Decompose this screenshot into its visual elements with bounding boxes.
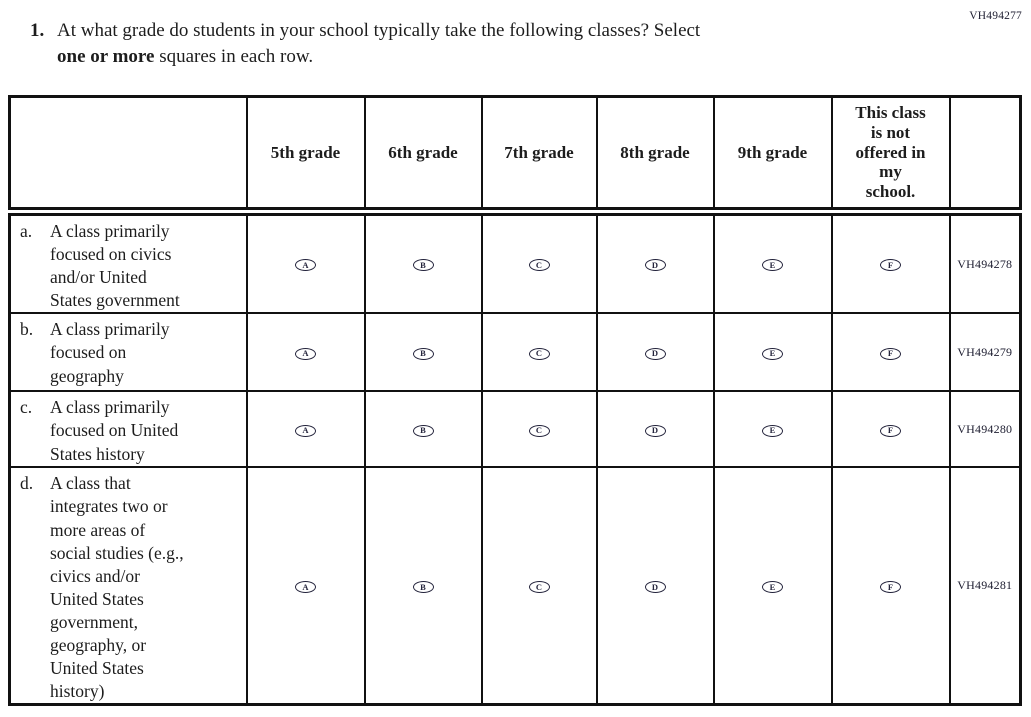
- row-label-b: b. A class primarily focused on geograph…: [8, 312, 248, 393]
- row-label-d: d. A class that integrates two or more a…: [8, 466, 248, 706]
- row-label-c: c. A class primarily focused on United S…: [8, 390, 248, 469]
- answer-bubble-b-7th[interactable]: C: [528, 347, 550, 360]
- header-blank: [8, 95, 248, 216]
- question-bold-phrase: one or more: [57, 46, 155, 68]
- answer-bubble-c-9th[interactable]: E: [762, 424, 783, 437]
- answer-bubble-c-not-offered[interactable]: F: [880, 424, 901, 437]
- answer-bubble-d-8th[interactable]: D: [644, 581, 666, 594]
- row-code-d: VH494281: [948, 466, 1022, 706]
- table-row-d: d. A class that integrates two or more a…: [8, 466, 1022, 706]
- column-header-5th-grade: 5th grade: [245, 95, 366, 216]
- answer-bubble-a-9th[interactable]: E: [762, 259, 783, 272]
- column-header-not-offered: This class is not offered in my school.: [830, 95, 951, 216]
- question-1: 1. At what grade do students in your sch…: [30, 18, 700, 70]
- answer-bubble-b-9th[interactable]: E: [762, 347, 783, 360]
- answer-bubble-c-7th[interactable]: C: [528, 424, 550, 437]
- answer-bubble-b-6th[interactable]: B: [412, 347, 434, 360]
- answer-bubble-d-9th[interactable]: E: [762, 581, 783, 594]
- question-line1: At what grade do students in your school…: [57, 20, 701, 41]
- row-label-text: A class primarily focused on civics and/…: [50, 221, 180, 311]
- question-line2-rest: squares in each row.: [154, 46, 314, 68]
- form-page-code: VH494277: [969, 10, 1022, 22]
- question-text: At what grade do students in your school…: [57, 18, 700, 70]
- row-code-c: VH494280: [948, 390, 1022, 469]
- column-header-8th-grade: 8th grade: [595, 95, 715, 216]
- answer-bubble-c-6th[interactable]: B: [412, 424, 434, 437]
- answer-bubble-a-7th[interactable]: C: [528, 259, 550, 272]
- row-letter: a.: [20, 221, 33, 241]
- answer-bubble-c-8th[interactable]: D: [644, 424, 666, 437]
- answer-bubble-d-5th[interactable]: A: [295, 581, 316, 594]
- answer-bubble-c-5th[interactable]: A: [295, 424, 316, 437]
- answer-bubble-a-8th[interactable]: D: [644, 259, 666, 272]
- row-label-text: A class primarily focused on United Stat…: [50, 397, 179, 464]
- row-letter: b.: [20, 319, 34, 340]
- header-row: 5th grade 6th grade 7th grade 8th grade …: [8, 95, 1022, 216]
- row-code-b: VH494279: [948, 312, 1022, 393]
- row-label-a: a. A class primarily focused on civics a…: [8, 210, 248, 315]
- answer-bubble-d-6th[interactable]: B: [412, 581, 434, 594]
- table-row-a: a. A class primarily focused on civics a…: [8, 210, 1022, 315]
- table-row-c: c. A class primarily focused on United S…: [8, 390, 1022, 469]
- column-header-9th-grade: 9th grade: [712, 95, 833, 216]
- question-number: 1.: [30, 20, 45, 41]
- answer-bubble-a-not-offered[interactable]: F: [880, 259, 901, 272]
- row-label-text: A class primarily focused on geography: [50, 319, 170, 386]
- answer-bubble-d-not-offered[interactable]: F: [880, 581, 901, 594]
- answer-bubble-b-5th[interactable]: A: [295, 347, 316, 360]
- row-letter: c.: [20, 397, 33, 418]
- answer-bubble-a-5th[interactable]: A: [295, 259, 316, 272]
- answer-bubble-b-8th[interactable]: D: [644, 347, 666, 360]
- answer-bubble-b-not-offered[interactable]: F: [880, 347, 901, 360]
- answer-bubble-d-7th[interactable]: C: [528, 581, 550, 594]
- row-letter: d.: [20, 473, 34, 494]
- header-code-blank: [948, 95, 1022, 216]
- row-label-text: A class that integrates two or more area…: [50, 473, 184, 702]
- answer-bubble-a-6th[interactable]: B: [412, 259, 434, 272]
- table-row-b: b. A class primarily focused on geograph…: [8, 312, 1022, 393]
- grade-selection-table: 5th grade 6th grade 7th grade 8th grade …: [8, 95, 1022, 707]
- column-header-6th-grade: 6th grade: [363, 95, 483, 216]
- row-code-a: VH494278: [948, 210, 1022, 315]
- column-header-7th-grade: 7th grade: [480, 95, 598, 216]
